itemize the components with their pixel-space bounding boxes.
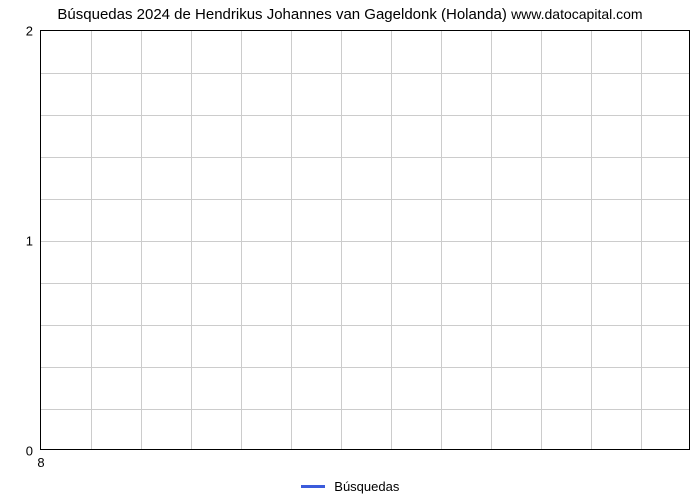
chart-title: Búsquedas 2024 de Hendrikus Johannes van… — [0, 6, 700, 23]
gridline-vertical — [491, 31, 492, 449]
y-tick-label: 2 — [26, 24, 41, 39]
gridline-vertical — [441, 31, 442, 449]
legend-label: Búsquedas — [334, 479, 399, 494]
gridline-vertical — [191, 31, 192, 449]
gridline-vertical — [141, 31, 142, 449]
x-tick-label: 8 — [37, 449, 44, 470]
gridline-vertical — [391, 31, 392, 449]
gridline-vertical — [591, 31, 592, 449]
legend-swatch — [301, 485, 325, 488]
gridline-vertical — [291, 31, 292, 449]
y-tick-label: 1 — [26, 234, 41, 249]
gridline-vertical — [241, 31, 242, 449]
chart-plot-area: 0128 — [40, 30, 690, 450]
gridline-vertical — [641, 31, 642, 449]
chart-title-sub: www.datocapital.com — [511, 6, 643, 22]
gridline-vertical — [91, 31, 92, 449]
gridline-vertical — [541, 31, 542, 449]
chart-title-main: Búsquedas 2024 de Hendrikus Johannes van… — [57, 6, 506, 23]
gridline-vertical — [341, 31, 342, 449]
chart-legend: Búsquedas — [0, 478, 700, 494]
